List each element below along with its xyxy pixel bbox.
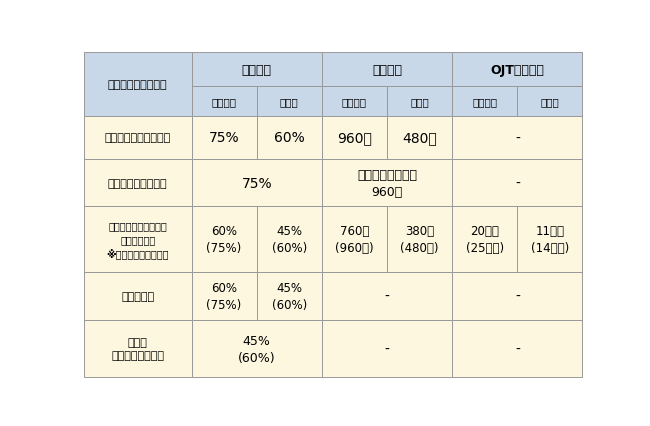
Bar — [517, 87, 582, 117]
Text: 高度デジタル人材訓練: 高度デジタル人材訓練 — [105, 133, 171, 143]
Bar — [84, 53, 192, 117]
Bar — [452, 273, 582, 320]
Bar — [452, 207, 517, 273]
Bar — [452, 320, 582, 377]
Bar — [322, 273, 452, 320]
Text: 60%: 60% — [274, 131, 305, 145]
Text: 380円
(480円): 380円 (480円) — [400, 225, 439, 255]
Bar — [322, 207, 387, 273]
Text: 45%
(60%): 45% (60%) — [238, 334, 276, 364]
Bar — [84, 207, 192, 273]
Bar — [257, 87, 322, 117]
Text: OJT実施助成: OJT実施助成 — [490, 63, 544, 76]
Text: 大企業: 大企業 — [410, 97, 429, 107]
Text: 中小企業: 中小企業 — [212, 97, 237, 107]
Bar — [322, 159, 452, 207]
Text: -: - — [385, 289, 389, 303]
Bar — [84, 273, 192, 320]
Bar — [257, 273, 322, 320]
Bar — [84, 320, 192, 377]
Bar — [257, 207, 322, 273]
Text: 45%
(60%): 45% (60%) — [272, 225, 307, 255]
Bar — [192, 159, 322, 207]
Text: 60%
(75%): 60% (75%) — [207, 281, 242, 311]
Text: 支給対象となる訓練: 支給対象となる訓練 — [108, 80, 168, 90]
Text: 45%
(60%): 45% (60%) — [272, 281, 307, 311]
Bar — [322, 117, 387, 159]
Text: -: - — [515, 131, 520, 145]
Text: -: - — [515, 342, 520, 356]
Bar — [192, 320, 322, 377]
Text: 大企業: 大企業 — [280, 97, 298, 107]
Text: -: - — [515, 176, 520, 190]
Text: 480円: 480円 — [402, 131, 437, 145]
Text: 国内大学院の場合
960円: 国内大学院の場合 960円 — [357, 168, 417, 198]
Text: 20万円
(25万円): 20万円 (25万円) — [465, 225, 504, 255]
Bar — [452, 117, 582, 159]
Text: 75%: 75% — [241, 176, 272, 190]
Bar — [192, 207, 257, 273]
Text: 760円
(960円): 760円 (960円) — [335, 225, 374, 255]
Text: 60%
(75%): 60% (75%) — [207, 225, 242, 255]
Text: 11万円
(14万円): 11万円 (14万円) — [531, 225, 569, 255]
Text: 賃金助成: 賃金助成 — [372, 63, 402, 76]
Bar — [192, 87, 257, 117]
Bar — [387, 117, 452, 159]
Text: 成長分野等人材訓練: 成長分野等人材訓練 — [108, 178, 168, 188]
Bar — [387, 87, 452, 117]
Text: 960円: 960円 — [337, 131, 372, 145]
Text: 情報技術分野認定実習
併用職業訓練
※正規従業員のみ対象: 情報技術分野認定実習 併用職業訓練 ※正規従業員のみ対象 — [107, 221, 169, 259]
Bar — [84, 117, 192, 159]
Bar — [517, 207, 582, 273]
Bar — [387, 207, 452, 273]
Bar — [452, 87, 517, 117]
Text: 中小企業: 中小企業 — [473, 97, 497, 107]
Bar — [322, 87, 387, 117]
Text: 経費助成: 経費助成 — [242, 63, 272, 76]
Bar — [84, 159, 192, 207]
Bar — [257, 117, 322, 159]
Text: 中小企業: 中小企業 — [342, 97, 367, 107]
Bar — [192, 273, 257, 320]
Bar — [322, 53, 452, 87]
Text: 自発的
職業能力開発訓練: 自発的 職業能力開発訓練 — [111, 337, 164, 360]
Bar — [192, 117, 257, 159]
Text: -: - — [515, 289, 520, 303]
Text: 定額制訓練: 定額制訓練 — [121, 291, 154, 301]
Bar — [322, 320, 452, 377]
Text: 大企業: 大企業 — [541, 97, 559, 107]
Bar — [452, 159, 582, 207]
Text: 75%: 75% — [209, 131, 239, 145]
Bar — [192, 53, 322, 87]
Text: -: - — [385, 342, 389, 356]
Bar — [452, 53, 582, 87]
